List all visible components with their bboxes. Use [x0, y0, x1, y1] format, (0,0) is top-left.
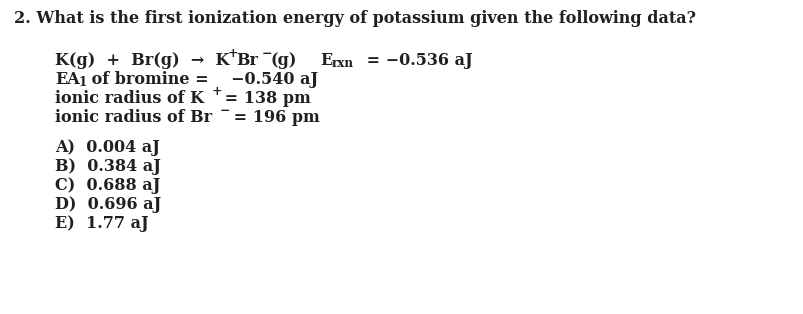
- Text: −: −: [262, 47, 272, 60]
- Text: = −0.536 aJ: = −0.536 aJ: [361, 52, 472, 69]
- Text: +: +: [228, 47, 238, 60]
- Text: = 138 pm: = 138 pm: [218, 90, 311, 107]
- Text: = 196 pm: = 196 pm: [228, 109, 320, 126]
- Text: K(g)  +  Br(g)  →  K: K(g) + Br(g) → K: [55, 52, 229, 69]
- Text: C)  0.688 aJ: C) 0.688 aJ: [55, 177, 160, 194]
- Text: (g): (g): [271, 52, 297, 69]
- Text: E)  1.77 aJ: E) 1.77 aJ: [55, 215, 149, 232]
- Text: of bromine =    −0.540 aJ: of bromine = −0.540 aJ: [86, 71, 318, 88]
- Text: rxn: rxn: [332, 57, 353, 70]
- Text: D)  0.696 aJ: D) 0.696 aJ: [55, 196, 161, 213]
- Text: B)  0.384 aJ: B) 0.384 aJ: [55, 158, 161, 175]
- Text: ionic radius of Br: ionic radius of Br: [55, 109, 212, 126]
- Text: +: +: [212, 85, 222, 98]
- Text: Br: Br: [236, 52, 258, 69]
- Text: −: −: [220, 104, 230, 117]
- Text: A)  0.004 aJ: A) 0.004 aJ: [55, 139, 160, 156]
- Text: EA: EA: [55, 71, 79, 88]
- Text: E: E: [320, 52, 332, 69]
- Text: 2. What is the first ionization energy of potassium given the following data?: 2. What is the first ionization energy o…: [14, 10, 695, 27]
- Text: ionic radius of K: ionic radius of K: [55, 90, 204, 107]
- Text: 1: 1: [79, 76, 88, 89]
